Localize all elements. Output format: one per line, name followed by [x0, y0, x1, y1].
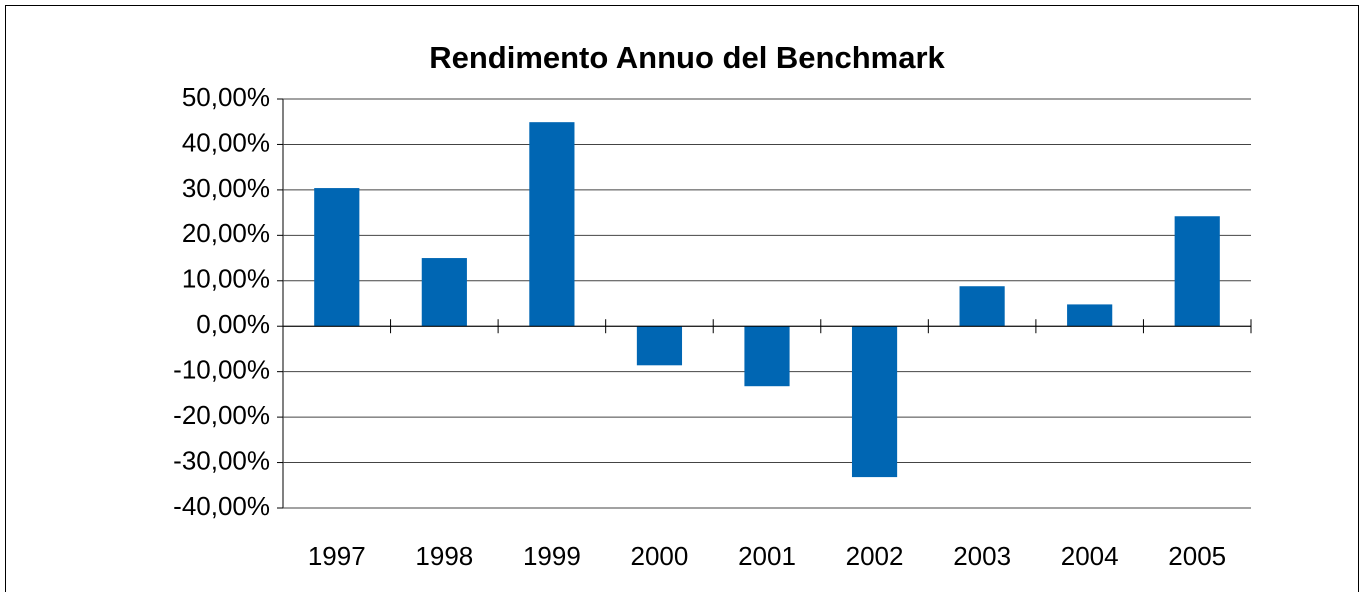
y-tick-label: -30,00%	[173, 445, 270, 475]
bar	[959, 286, 1005, 327]
x-tick-label: 2003	[953, 541, 1011, 571]
bar	[421, 258, 467, 327]
x-tick-label: 2002	[846, 541, 904, 571]
x-tick-label: 2005	[1168, 541, 1226, 571]
chart-title: Rendimento Annuo del Benchmark	[429, 40, 945, 75]
y-tick-label: 10,00%	[182, 264, 270, 294]
bar	[314, 188, 360, 327]
bar	[744, 326, 790, 387]
y-tick-label: 20,00%	[182, 218, 270, 248]
y-tick-label: -20,00%	[173, 400, 270, 430]
x-tick-label: 1999	[523, 541, 581, 571]
x-tick-label: 2000	[631, 541, 689, 571]
y-tick-label: 30,00%	[182, 173, 270, 203]
bar	[851, 326, 898, 478]
x-tick-label: 2001	[738, 541, 796, 571]
bar	[529, 122, 575, 327]
x-tick-label: 1998	[415, 541, 473, 571]
y-tick-label: 40,00%	[182, 127, 270, 157]
y-tick-label: 50,00%	[182, 82, 270, 112]
y-tick-label: -40,00%	[173, 491, 270, 521]
x-tick-label: 1997	[308, 541, 366, 571]
bar	[1067, 304, 1113, 327]
y-tick-label: -10,00%	[173, 355, 270, 385]
bar	[1174, 216, 1220, 327]
chart-border	[5, 5, 1359, 592]
bar	[636, 326, 683, 366]
y-tick-label: 0,00%	[196, 309, 270, 339]
x-tick-label: 2004	[1061, 541, 1119, 571]
